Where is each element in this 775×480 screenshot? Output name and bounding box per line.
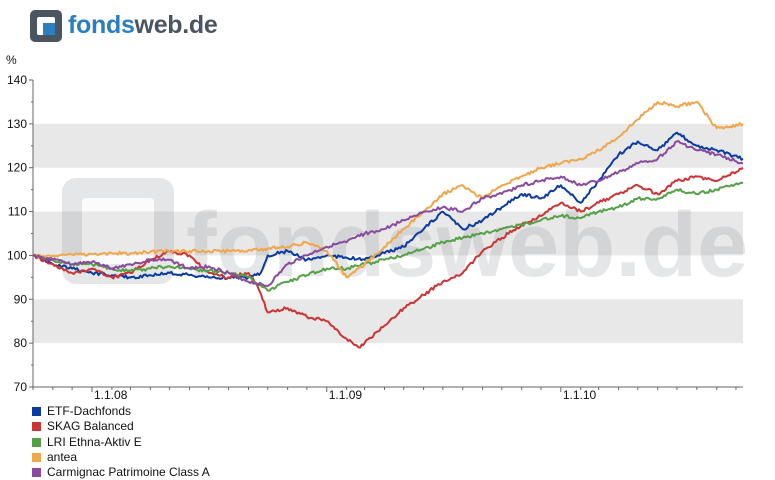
legend-item: Carmignac Patrimoine Class A [32,465,210,480]
axes: % 70 80 90 100 110 120 130 140 1.1.08 1.1.09 1.1.10 [6,53,743,400]
watermark-icon [62,178,174,284]
legend-swatch [32,468,41,478]
y-tick-label: 90 [14,292,28,306]
y-tick-label: 80 [14,336,28,350]
series-lines [32,100,744,349]
fondsweb-logo-icon [30,10,62,42]
watermark: fondsweb.de [62,178,748,296]
legend-item: LRI Ethna-Aktiv E [32,435,210,450]
series-line [32,181,744,292]
y-tick-label: 110 [8,205,27,219]
logo-text: fondsweb.de [68,10,218,40]
legend-label: antea [47,449,78,464]
x-tick-label: 1.1.08 [94,388,128,400]
y-tick-label: 120 [7,161,27,175]
performance-chart: fondsweb.de % 70 80 90 100 110 120 130 140 1.1.08… [6,53,748,400]
grid-band [33,123,743,168]
legend-swatch [32,437,41,447]
legend-label: SKAG Balanced [47,419,134,434]
series-line [32,131,744,280]
y-axis-unit: % [6,53,17,67]
legend-label: Carmignac Patrimoine Class A [47,465,210,480]
grid-band [33,299,743,344]
y-tick-label: 140 [7,73,27,87]
x-tick-label: 1.1.09 [329,388,363,400]
logo-text-part2: web.de [134,11,218,39]
grid-bands [33,123,743,344]
watermark-icon-inner [82,198,154,264]
series-line [32,100,744,279]
y-tick-label: 130 [7,117,27,131]
legend-label: ETF-Dachfonds [47,404,132,418]
legend-item: antea [32,450,210,465]
y-tick-label: 100 [7,248,27,262]
logo-text-part1: fonds [68,11,135,39]
fondsweb-logo: fondsweb.de [30,10,230,42]
x-tick-label: 1.1.10 [563,388,597,400]
legend-item: ETF-Dachfonds [32,404,210,419]
watermark-text: fondsweb.de [186,194,748,296]
grid-band [33,211,743,256]
legend-item: SKAG Balanced [32,419,210,434]
legend-swatch [32,422,41,432]
legend-label: LRI Ethna-Aktiv E [47,434,142,449]
series-line [32,140,744,288]
legend: ETF-Dachfonds SKAG Balanced LRI Ethna-Akti… [32,404,210,480]
legend-swatch [32,407,41,417]
y-tick-label: 70 [14,380,28,394]
legend-swatch [32,453,41,463]
